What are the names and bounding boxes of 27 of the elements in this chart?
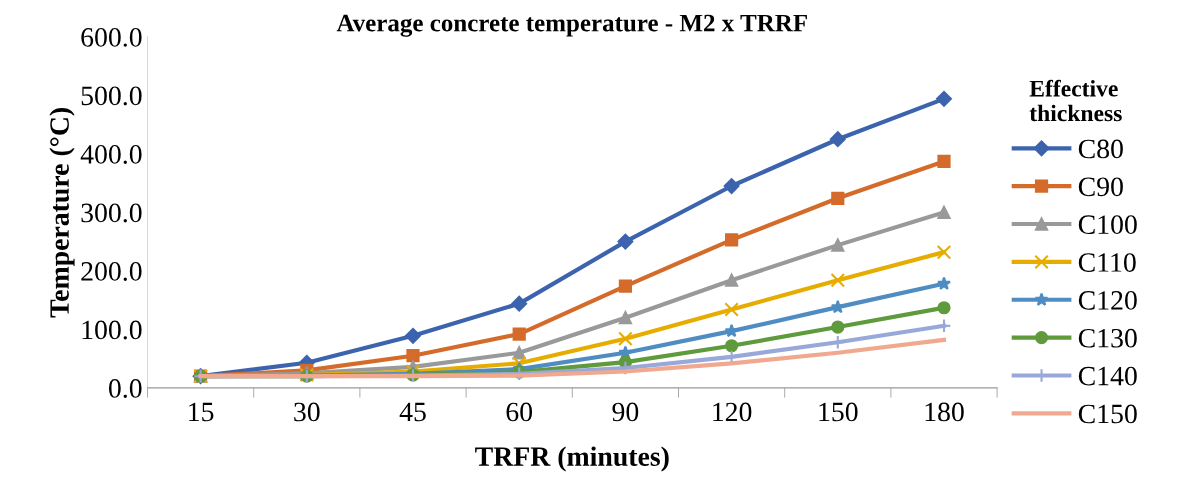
y-tick-label: 400.0 (80, 145, 142, 164)
x-axis-title: TRFR (minutes) (475, 446, 669, 472)
legend-label: C150 (1078, 404, 1137, 424)
y-tick-label: 200.0 (81, 262, 142, 281)
legend-label: C90 (1078, 177, 1123, 197)
x-tick-label: 180 (925, 402, 964, 422)
y-axis-title: Temperature (°C) (49, 108, 75, 318)
y-tick-label: 600.0 (81, 27, 142, 47)
y-tick-label: 500.0 (81, 86, 142, 106)
y-tick-label: 0.0 (108, 379, 142, 398)
legend-label: C140 (1078, 366, 1137, 386)
chart-title: Average concrete temperature - M2 x TRRF (336, 14, 807, 37)
x-tick-label: 90 (612, 402, 639, 422)
x-tick-label: 120 (713, 402, 752, 422)
x-tick-label: 150 (819, 402, 858, 422)
x-tick-label: 60 (506, 402, 533, 422)
x-tick-label: 15 (189, 402, 214, 422)
legend-label: C120 (1078, 291, 1137, 310)
legend-title: Effective thickness (1029, 79, 1122, 122)
legend-label: C100 (1078, 215, 1137, 235)
y-tick-label: 100.0 (82, 320, 142, 340)
y-tick-label: 300.0 (81, 203, 142, 223)
x-tick-label: 45 (399, 402, 426, 422)
legend-label: C130 (1078, 328, 1137, 348)
x-tick-label: 30 (294, 402, 320, 422)
legend-label: C80 (1078, 139, 1123, 159)
legend-label: C110 (1078, 253, 1136, 272)
